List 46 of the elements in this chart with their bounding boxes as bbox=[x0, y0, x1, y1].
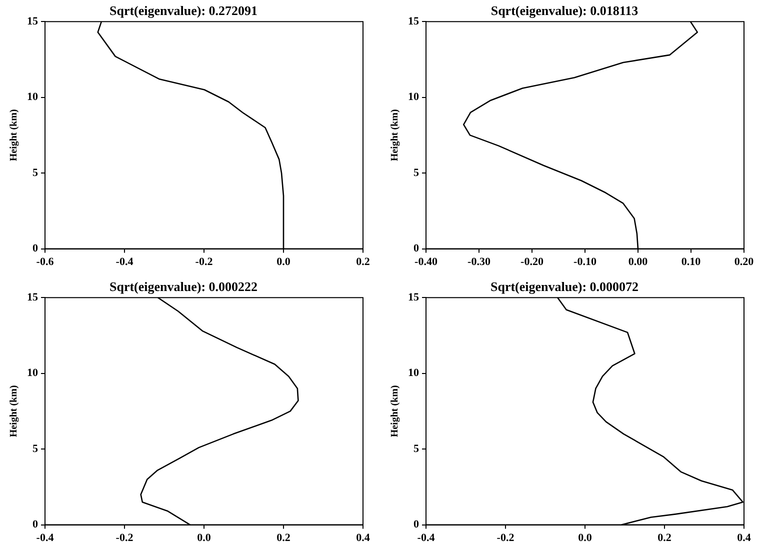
y-axis-title: Height (km) bbox=[390, 385, 401, 438]
y-axis-title: Height (km) bbox=[390, 109, 401, 162]
x-tick-label: 0.10 bbox=[681, 256, 702, 268]
y-tick-label: 0 bbox=[32, 518, 38, 531]
x-tick-label: 0.4 bbox=[737, 532, 752, 544]
y-tick-label: 15 bbox=[27, 291, 38, 304]
x-tick-label: -0.4 bbox=[116, 256, 134, 268]
x-tick-label: 0.2 bbox=[356, 256, 370, 268]
y-tick-label: 5 bbox=[414, 442, 420, 455]
x-tick-label: -0.2 bbox=[116, 532, 134, 544]
chart-title: Sqrt(eigenvalue): 0.272091 bbox=[109, 3, 258, 18]
y-tick-label: 10 bbox=[27, 367, 38, 380]
x-tick-label: 0.0 bbox=[197, 532, 212, 544]
y-tick-label: 5 bbox=[32, 166, 38, 179]
y-tick-label: 0 bbox=[414, 518, 420, 531]
y-tick-label: 15 bbox=[408, 291, 420, 304]
chart-title: Sqrt(eigenvalue): 0.018113 bbox=[490, 3, 639, 18]
chart-title: Sqrt(eigenvalue): 0.000222 bbox=[109, 279, 258, 294]
y-tick-label: 5 bbox=[414, 166, 420, 179]
x-tick-label: 0.20 bbox=[734, 256, 754, 268]
x-tick-label: -0.4 bbox=[36, 532, 54, 544]
y-axis-title: Height (km) bbox=[8, 385, 20, 438]
y-tick-label: 0 bbox=[32, 242, 38, 255]
x-tick-label: 0.0 bbox=[276, 256, 291, 268]
y-tick-label: 10 bbox=[27, 91, 38, 104]
x-tick-label: -0.4 bbox=[417, 532, 436, 544]
y-tick-label: 10 bbox=[408, 91, 420, 104]
x-tick-label: -0.10 bbox=[574, 256, 597, 268]
x-tick-label: -0.2 bbox=[195, 256, 214, 268]
chart-title: Sqrt(eigenvalue): 0.000072 bbox=[490, 279, 639, 294]
y-axis-title: Height (km) bbox=[8, 109, 20, 162]
x-tick-label: 0.00 bbox=[628, 256, 648, 268]
x-tick-label: -0.20 bbox=[520, 256, 544, 268]
x-tick-label: 0.2 bbox=[658, 532, 672, 544]
x-tick-label: -0.2 bbox=[496, 532, 515, 544]
x-tick-label: -0.6 bbox=[36, 256, 54, 268]
y-tick-label: 0 bbox=[414, 242, 420, 255]
x-tick-label: -0.30 bbox=[468, 256, 491, 268]
x-tick-label: 0.4 bbox=[356, 532, 370, 544]
y-tick-label: 10 bbox=[408, 367, 420, 380]
x-tick-label: 0.0 bbox=[578, 532, 592, 544]
y-tick-label: 15 bbox=[27, 15, 38, 28]
y-tick-label: 15 bbox=[408, 15, 420, 28]
y-tick-label: 5 bbox=[32, 442, 38, 455]
x-tick-label: 0.2 bbox=[276, 532, 291, 544]
x-tick-label: -0.40 bbox=[414, 256, 438, 268]
